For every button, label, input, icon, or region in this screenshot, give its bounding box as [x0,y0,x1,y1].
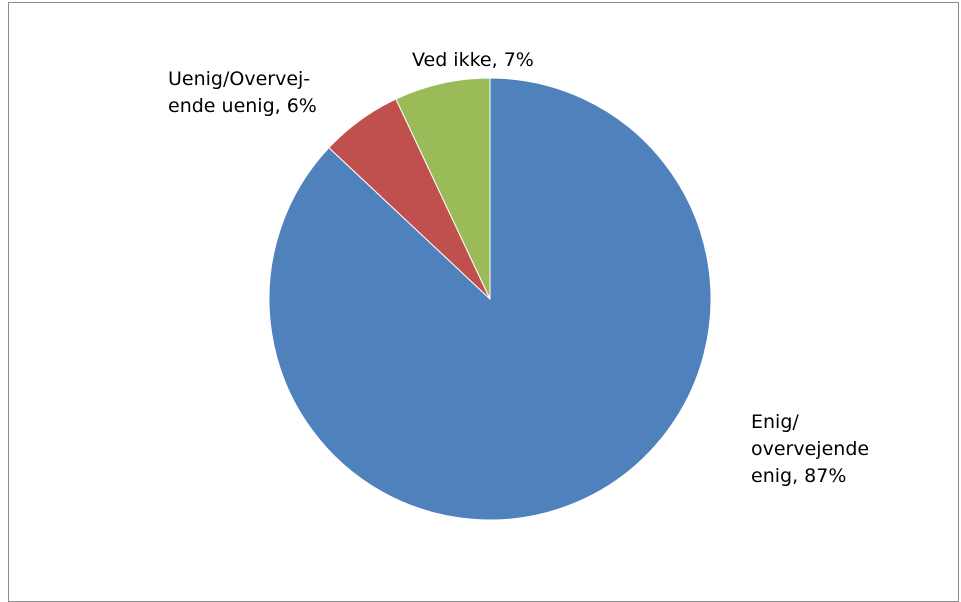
pie-chart [268,77,712,521]
slice-label-line: enig, 87% [751,465,847,487]
pie-slice-ved-ikke [395,77,491,300]
slice-label-ved-ikke: Ved ikke, 7% [412,47,534,74]
slice-label-line: Ved ikke, 7% [412,49,534,71]
slice-label-uenig: Uenig/Overvej- ende uenig, 6% [168,66,317,120]
chart-area: Ved ikke, 7% Uenig/Overvej- ende uenig, … [8,2,959,602]
slice-label-line: Enig/ [751,411,799,433]
slice-label-line: overvejende [751,438,870,460]
slice-label-line: ende uenig, 6% [168,95,317,117]
slice-label-enig: Enig/ overvejende enig, 87% [751,409,869,490]
slice-label-line: Uenig/Overvej- [168,68,311,90]
